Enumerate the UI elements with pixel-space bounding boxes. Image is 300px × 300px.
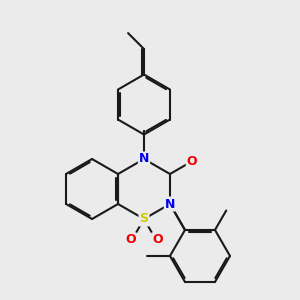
Text: N: N — [165, 197, 175, 211]
Text: O: O — [152, 233, 163, 246]
Text: S: S — [140, 212, 148, 226]
Text: N: N — [139, 152, 149, 166]
Text: O: O — [125, 233, 136, 246]
Text: O: O — [187, 155, 197, 168]
